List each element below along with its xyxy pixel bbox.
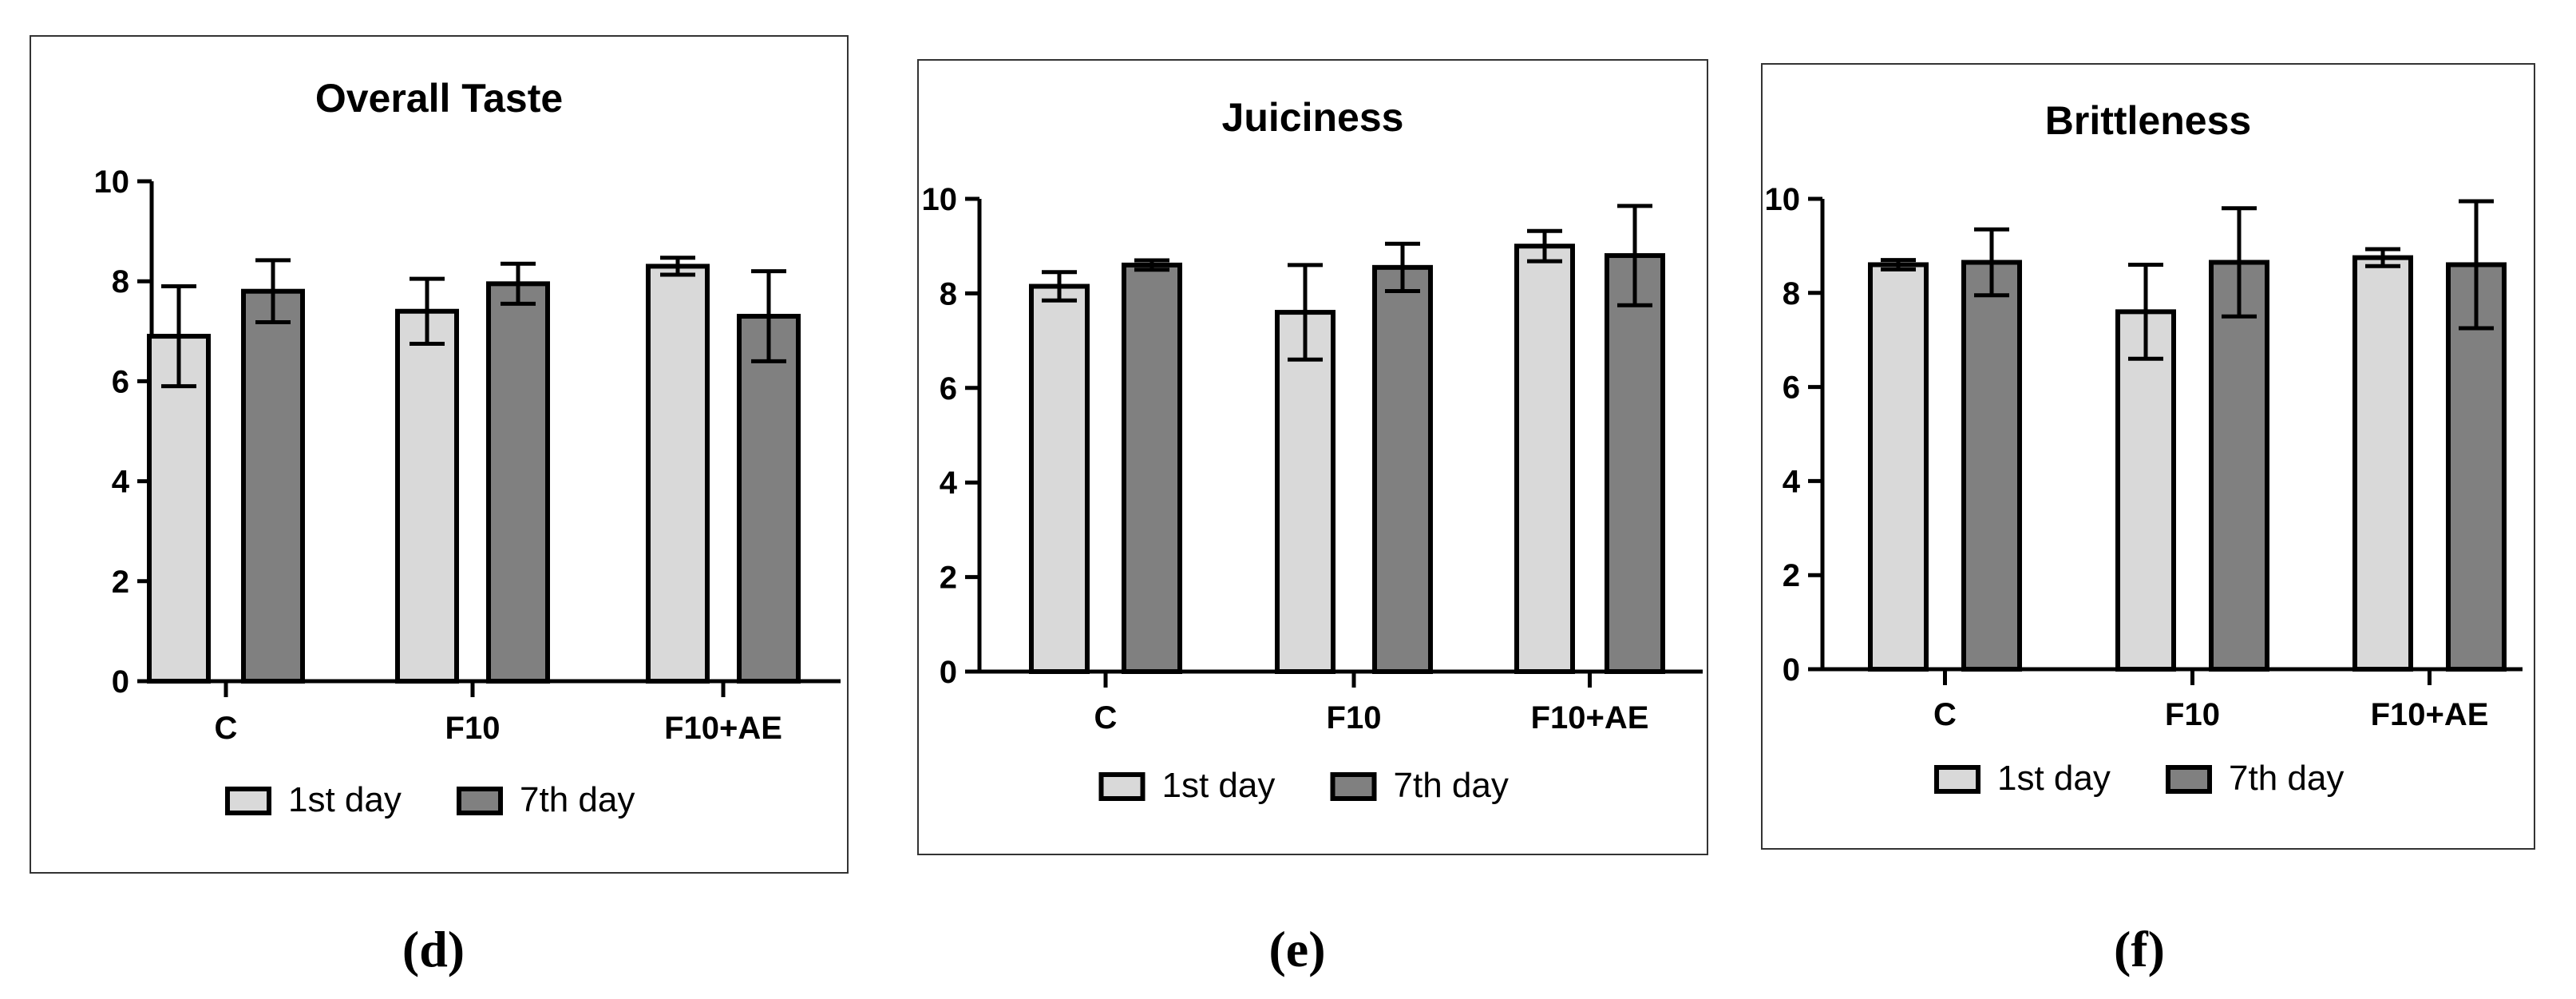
y-tick-label: 8 <box>1783 276 1800 311</box>
chart-title: Brittleness <box>2045 98 2251 143</box>
y-tick-label: 8 <box>940 276 957 311</box>
chart-panel-1: Overall Taste 0 2 4 6 8 10 C F10 F10+AE 1st day 7th… <box>30 35 849 977</box>
bar-first-day-F10 <box>1275 310 1335 674</box>
y-tick-label: 0 <box>940 655 957 690</box>
bar-seventh-day-F10+AE <box>737 314 801 684</box>
bar-seventh-day-F10+AE <box>1605 253 1665 675</box>
bar-first-day-F10 <box>2115 309 2176 672</box>
panel-frame <box>30 35 849 874</box>
chart-panel-3: Brittleness 0 2 4 6 8 10 C F10 F10+AE 1st day 7th d… <box>1761 63 2535 977</box>
panel-label: (f) <box>2114 921 2165 977</box>
legend-label: 1st day <box>1162 766 1276 805</box>
x-tick-label: C <box>1933 697 1957 732</box>
x-tick-label: F10 <box>445 711 501 746</box>
chart-title: Juiciness <box>1222 95 1404 140</box>
bar-first-day-F10+AE <box>1514 244 1575 674</box>
bar-first-day-F10 <box>395 308 459 684</box>
x-tick-label: C <box>215 711 238 746</box>
x-tick-label: F10+AE <box>664 711 782 746</box>
y-tick-label: 2 <box>112 565 129 600</box>
panel-label: (e) <box>1268 921 1325 977</box>
y-tick-label: 0 <box>112 664 129 700</box>
bar-seventh-day-F10 <box>1372 264 1433 674</box>
x-tick-label: F10 <box>1327 700 1382 735</box>
panel-frame <box>917 59 1708 855</box>
bar-seventh-day-C <box>241 288 305 684</box>
bar-seventh-day-F10+AE <box>2446 262 2507 672</box>
legend-label: 1st day <box>1997 759 2111 798</box>
bar-first-day-C <box>147 334 211 684</box>
bar-seventh-day-F10 <box>486 281 550 684</box>
x-tick-label: C <box>1094 700 1118 735</box>
bar-first-day-F10+AE <box>2352 255 2413 672</box>
x-tick-label: F10 <box>2165 697 2220 732</box>
legend-label: 7th day <box>520 780 635 819</box>
x-tick-label: F10+AE <box>1531 700 1649 735</box>
panel-frame <box>1761 63 2535 850</box>
y-tick-label: 4 <box>1783 464 1801 499</box>
legend-label: 7th day <box>2229 759 2344 798</box>
legend-swatch-first-day <box>1934 765 1980 794</box>
y-tick-label: 2 <box>940 561 957 596</box>
panel-label: (d) <box>402 921 465 977</box>
bar-seventh-day-C <box>1122 262 1182 674</box>
y-tick-label: 4 <box>940 466 958 501</box>
legend-swatch-first-day <box>1098 772 1146 801</box>
y-tick-label: 6 <box>1783 371 1800 406</box>
y-tick-label: 2 <box>1783 558 1800 593</box>
legend-swatch-first-day <box>225 787 271 815</box>
legend-swatch-seventh-day <box>457 787 503 815</box>
y-tick-label: 8 <box>112 264 129 299</box>
x-tick-label: F10+AE <box>2371 697 2489 732</box>
bar-first-day-C <box>1868 262 1929 672</box>
legend-swatch-seventh-day <box>1330 772 1377 801</box>
chart-panel-2: Juiciness 0 2 4 6 8 10 C F10 F10+AE 1st day 7th day… <box>917 59 1708 977</box>
bar-seventh-day-F10 <box>2209 260 2269 672</box>
y-tick-label: 10 <box>94 165 130 200</box>
y-tick-label: 6 <box>940 371 957 406</box>
bar-first-day-F10+AE <box>646 264 710 684</box>
bar-seventh-day-C <box>1961 260 2022 672</box>
y-tick-label: 6 <box>112 364 129 399</box>
y-tick-label: 4 <box>112 465 130 500</box>
legend-label: 7th day <box>1394 766 1509 805</box>
y-tick-label: 10 <box>922 182 958 217</box>
bar-first-day-C <box>1029 283 1090 674</box>
chart-title: Overall Taste <box>315 76 563 121</box>
legend-swatch-seventh-day <box>2166 765 2212 794</box>
y-tick-label: 0 <box>1783 652 1800 688</box>
y-tick-label: 10 <box>1765 182 1801 217</box>
legend-label: 1st day <box>288 780 402 819</box>
